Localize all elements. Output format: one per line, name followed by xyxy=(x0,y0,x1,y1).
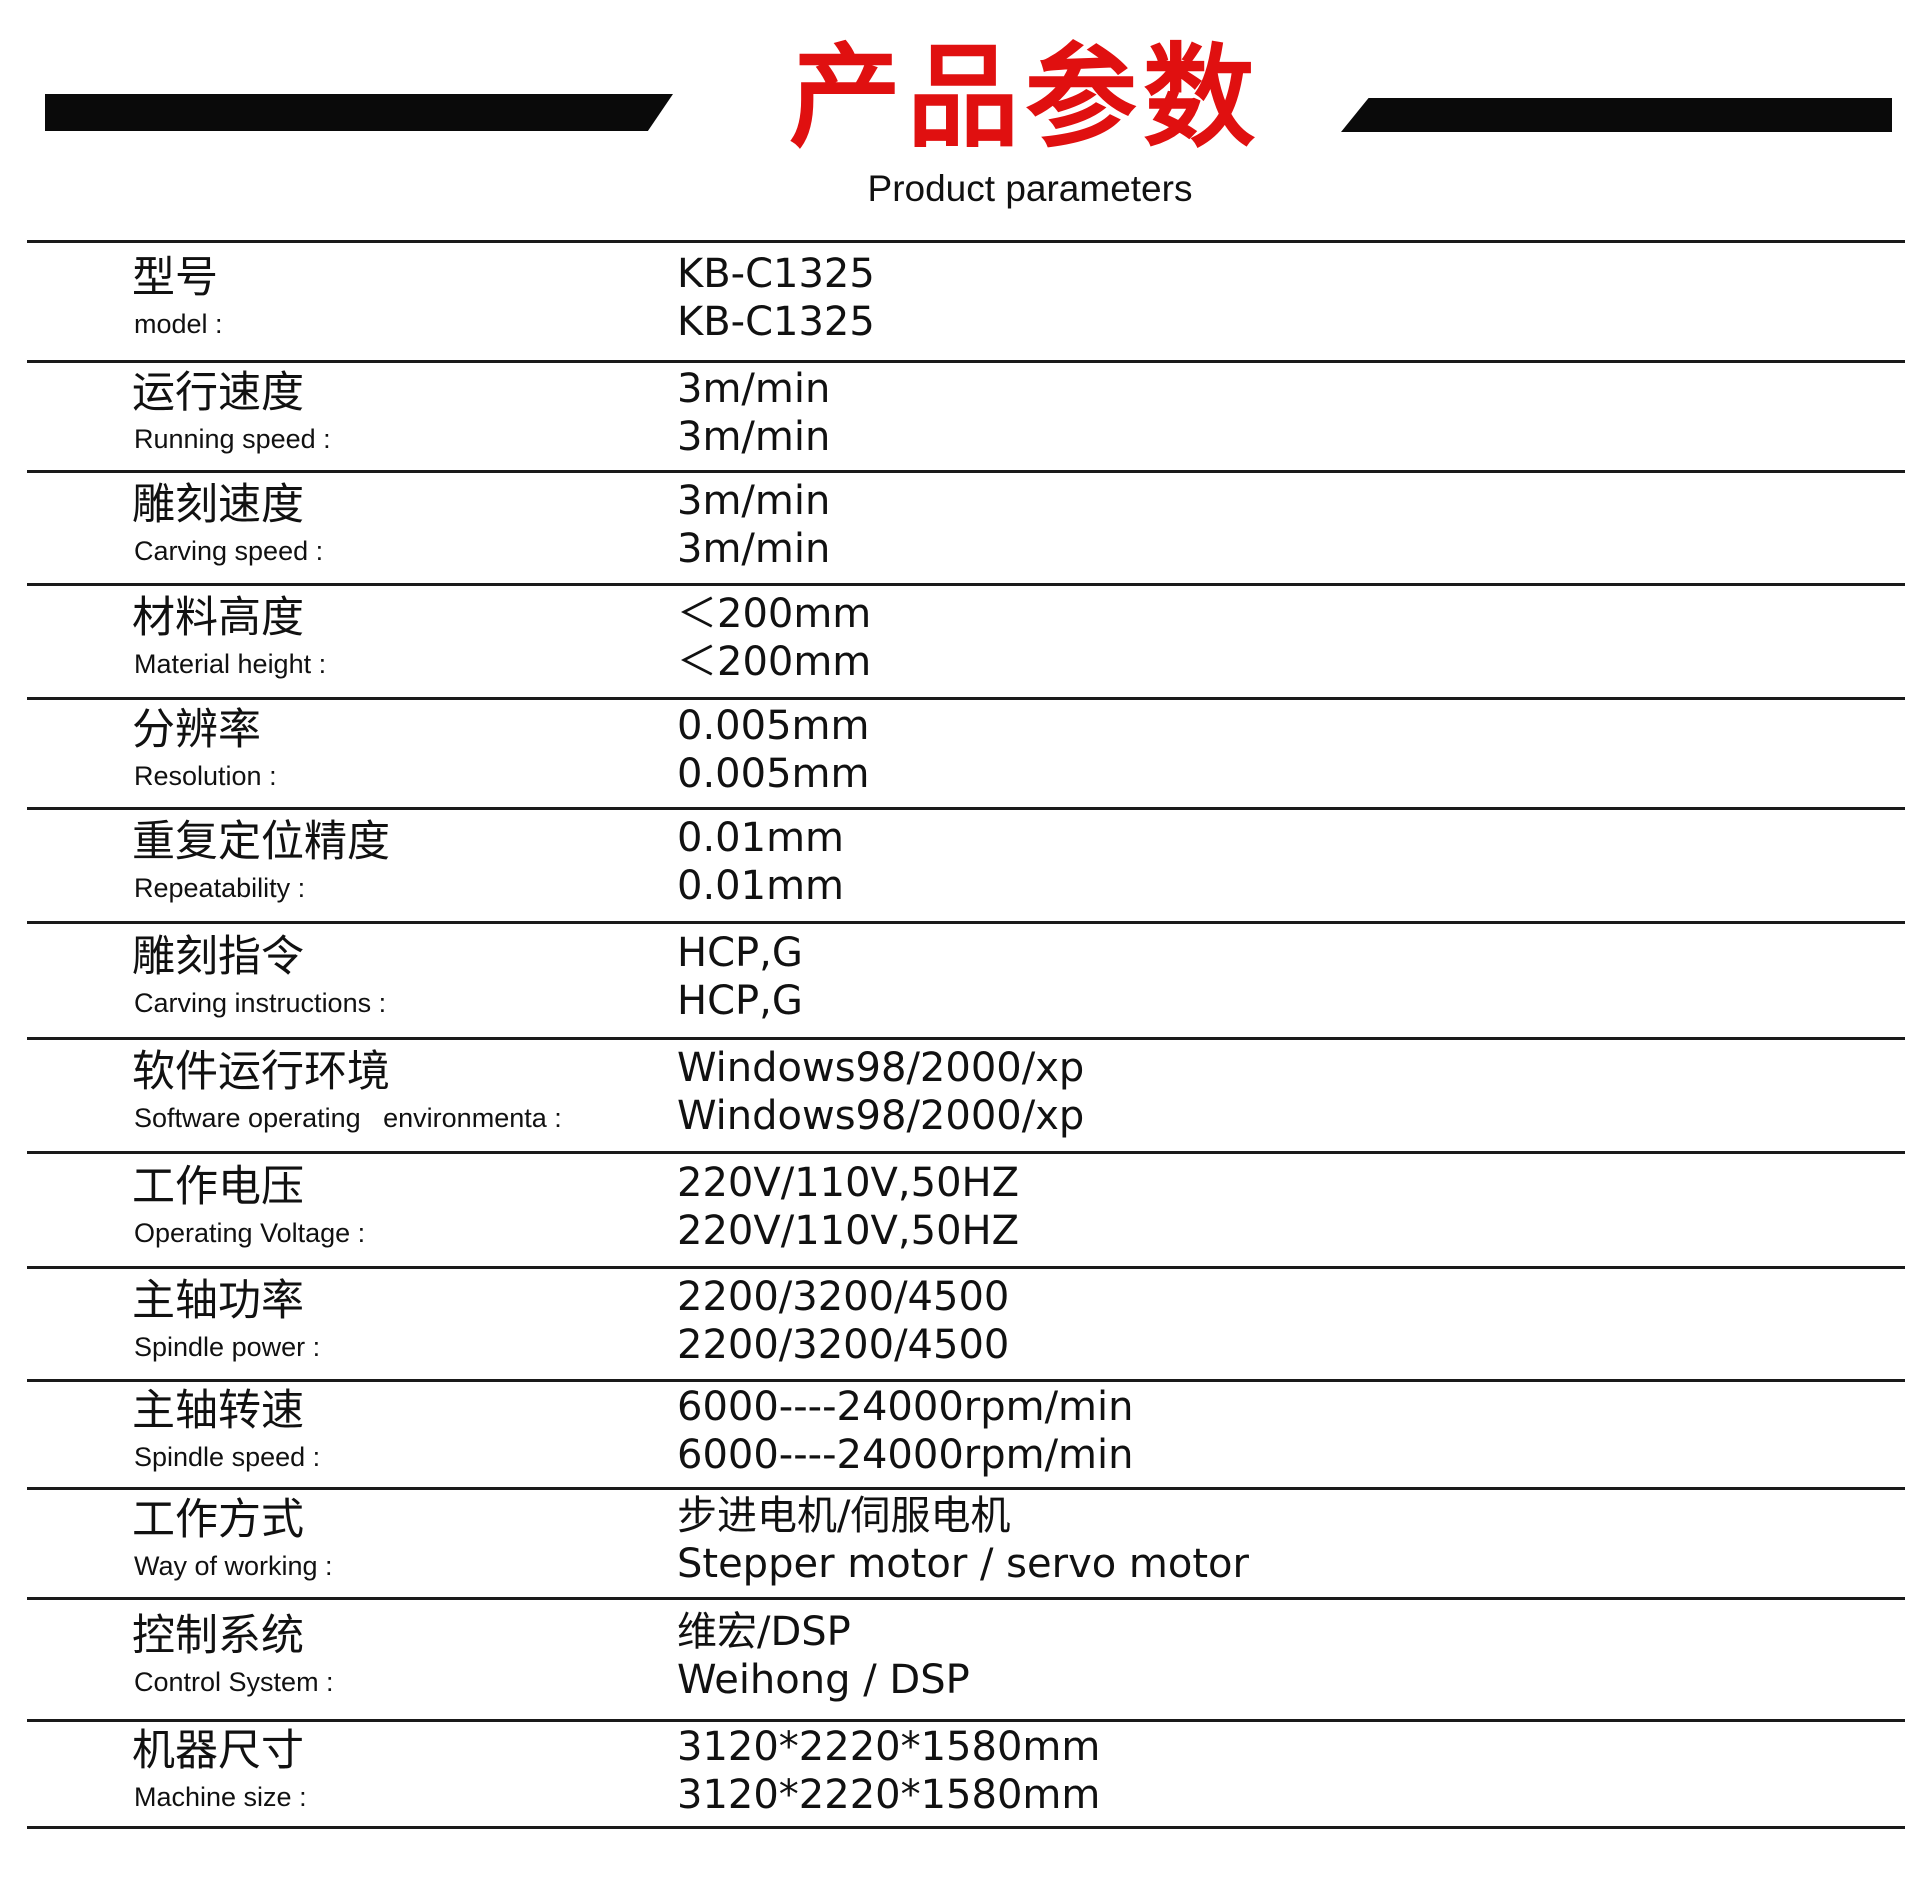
param-label-en: Operating Voltage : xyxy=(134,1217,366,1248)
param-label-cn: 材料高度 xyxy=(132,593,304,643)
param-value-primary: 维宏/DSP xyxy=(677,1609,851,1655)
table-row: 主轴功率 Spindle power : 2200/3200/4500 2200/32… xyxy=(0,1267,1920,1380)
param-label-en: Resolution : xyxy=(134,761,277,791)
param-value-secondary: 220V/110V,50HZ xyxy=(677,1207,1019,1254)
table-row: 软件运行环境 Software operating environmenta : W… xyxy=(0,1038,1920,1152)
param-value-primary: 3m/min xyxy=(677,366,831,412)
row-divider xyxy=(27,807,1905,810)
param-value-secondary: Windows98/2000/xp xyxy=(677,1093,1085,1139)
row-divider xyxy=(27,1597,1905,1600)
param-label-en: model : xyxy=(134,309,223,339)
param-value-primary: ＜200mm xyxy=(677,591,872,637)
table-row: 雕刻指令 Carving instructions : HCP,G HCP,G xyxy=(0,922,1920,1038)
param-label-en: Carving speed : xyxy=(134,535,324,566)
param-value-primary: 3120*2220*1580mm xyxy=(677,1723,1101,1770)
param-label-en: Machine size : xyxy=(134,1781,307,1812)
table-row: 型号 model : KB-C1325 KB-C1325 xyxy=(0,241,1920,361)
row-divider xyxy=(27,697,1905,700)
table-row: 机器尺寸 Machine size : 3120*2220*1580mm 3120*2… xyxy=(0,1720,1920,1827)
row-divider xyxy=(27,1151,1905,1154)
table-row: 主轴转速 Spindle speed : 6000----24000rpm/min 6… xyxy=(0,1380,1920,1488)
param-label-cn: 重复定位精度 xyxy=(132,817,390,867)
param-value-primary: 0.005mm xyxy=(677,703,870,749)
param-value-primary: 3m/min xyxy=(677,477,831,524)
param-value-secondary: Stepper motor / servo motor xyxy=(677,1541,1249,1587)
param-value-secondary: 0.005mm xyxy=(677,751,870,797)
decorative-bar-left xyxy=(45,94,673,131)
param-label-cn: 型号 xyxy=(132,253,218,303)
param-value-secondary: 0.01mm xyxy=(677,863,844,909)
param-label-cn: 工作电压 xyxy=(132,1161,304,1212)
param-label-en: Control System : xyxy=(134,1667,334,1697)
param-label-cn: 软件运行环境 xyxy=(132,1047,390,1097)
param-label-en: Running speed : xyxy=(134,424,331,454)
table-row: 工作电压 Operating Voltage : 220V/110V,50HZ 220… xyxy=(0,1152,1920,1267)
row-divider xyxy=(27,1719,1905,1722)
row-divider xyxy=(27,1826,1905,1829)
row-divider xyxy=(27,360,1905,363)
param-label-en: Spindle power : xyxy=(134,1331,321,1362)
table-row: 重复定位精度 Repeatability : 0.01mm 0.01mm xyxy=(0,808,1920,922)
param-label-cn: 控制系统 xyxy=(132,1611,304,1661)
param-label-cn: 雕刻指令 xyxy=(132,932,304,982)
param-value-secondary: KB-C1325 xyxy=(677,299,875,345)
param-value-secondary: 3m/min xyxy=(677,414,831,460)
param-label-en: Repeatability : xyxy=(134,873,306,903)
table-row: 分辨率 Resolution : 0.005mm 0.005mm xyxy=(0,698,1920,808)
param-label-cn: 工作方式 xyxy=(132,1495,304,1545)
param-value-primary: 220V/110V,50HZ xyxy=(677,1159,1019,1206)
param-label-cn: 运行速度 xyxy=(132,368,304,418)
page-subtitle: Product parameters xyxy=(867,168,1193,209)
param-value-secondary: 3120*2220*1580mm xyxy=(677,1771,1101,1818)
table-row: 工作方式 Way of working : 步进电机/伺服电机 Stepper mot… xyxy=(0,1488,1920,1598)
param-value-secondary: HCP,G xyxy=(677,978,803,1024)
row-divider xyxy=(27,1266,1905,1269)
param-label-cn: 主轴功率 xyxy=(132,1275,304,1326)
param-value-primary: 6000----24000rpm/min xyxy=(677,1384,1134,1430)
page-title: 产品参数 xyxy=(789,33,1261,163)
row-divider xyxy=(27,1379,1905,1382)
param-label-en: Software operating environmenta : xyxy=(134,1103,562,1133)
param-label-en: Material height : xyxy=(134,649,327,679)
param-value-primary: 步进电机/伺服电机 xyxy=(677,1493,1011,1539)
table-row: 雕刻速度 Carving speed : 3m/min 3m/min xyxy=(0,471,1920,584)
param-value-secondary: ＜200mm xyxy=(677,639,872,685)
param-label-en: Carving instructions : xyxy=(134,988,387,1018)
param-label-cn: 机器尺寸 xyxy=(132,1725,304,1776)
param-label-en: Spindle speed : xyxy=(134,1442,321,1472)
row-divider xyxy=(27,583,1905,586)
table-row: 控制系统 Control System : 维宏/DSP Weihong / DSP xyxy=(0,1598,1920,1720)
decorative-bar-right xyxy=(1341,98,1892,132)
param-label-cn: 雕刻速度 xyxy=(132,479,304,530)
param-label-en: Way of working : xyxy=(134,1551,333,1581)
row-divider xyxy=(27,1487,1905,1490)
table-row: 运行速度 Running speed : 3m/min 3m/min xyxy=(0,361,1920,471)
table-row: 材料高度 Material height : ＜200mm ＜200mm xyxy=(0,584,1920,698)
param-label-cn: 主轴转速 xyxy=(132,1386,304,1436)
row-divider xyxy=(27,470,1905,473)
param-value-primary: KB-C1325 xyxy=(677,251,875,297)
param-label-cn: 分辨率 xyxy=(132,705,261,755)
param-value-secondary: Weihong / DSP xyxy=(677,1657,970,1703)
param-value-primary: 0.01mm xyxy=(677,815,844,861)
row-divider xyxy=(27,921,1905,924)
param-value-primary: 2200/3200/4500 xyxy=(677,1273,1010,1320)
param-value-primary: HCP,G xyxy=(677,930,803,976)
param-value-secondary: 6000----24000rpm/min xyxy=(677,1432,1134,1478)
param-value-secondary: 3m/min xyxy=(677,525,831,572)
param-value-primary: Windows98/2000/xp xyxy=(677,1045,1085,1091)
row-divider xyxy=(27,240,1905,243)
row-divider xyxy=(27,1037,1905,1040)
param-value-secondary: 2200/3200/4500 xyxy=(677,1321,1010,1368)
